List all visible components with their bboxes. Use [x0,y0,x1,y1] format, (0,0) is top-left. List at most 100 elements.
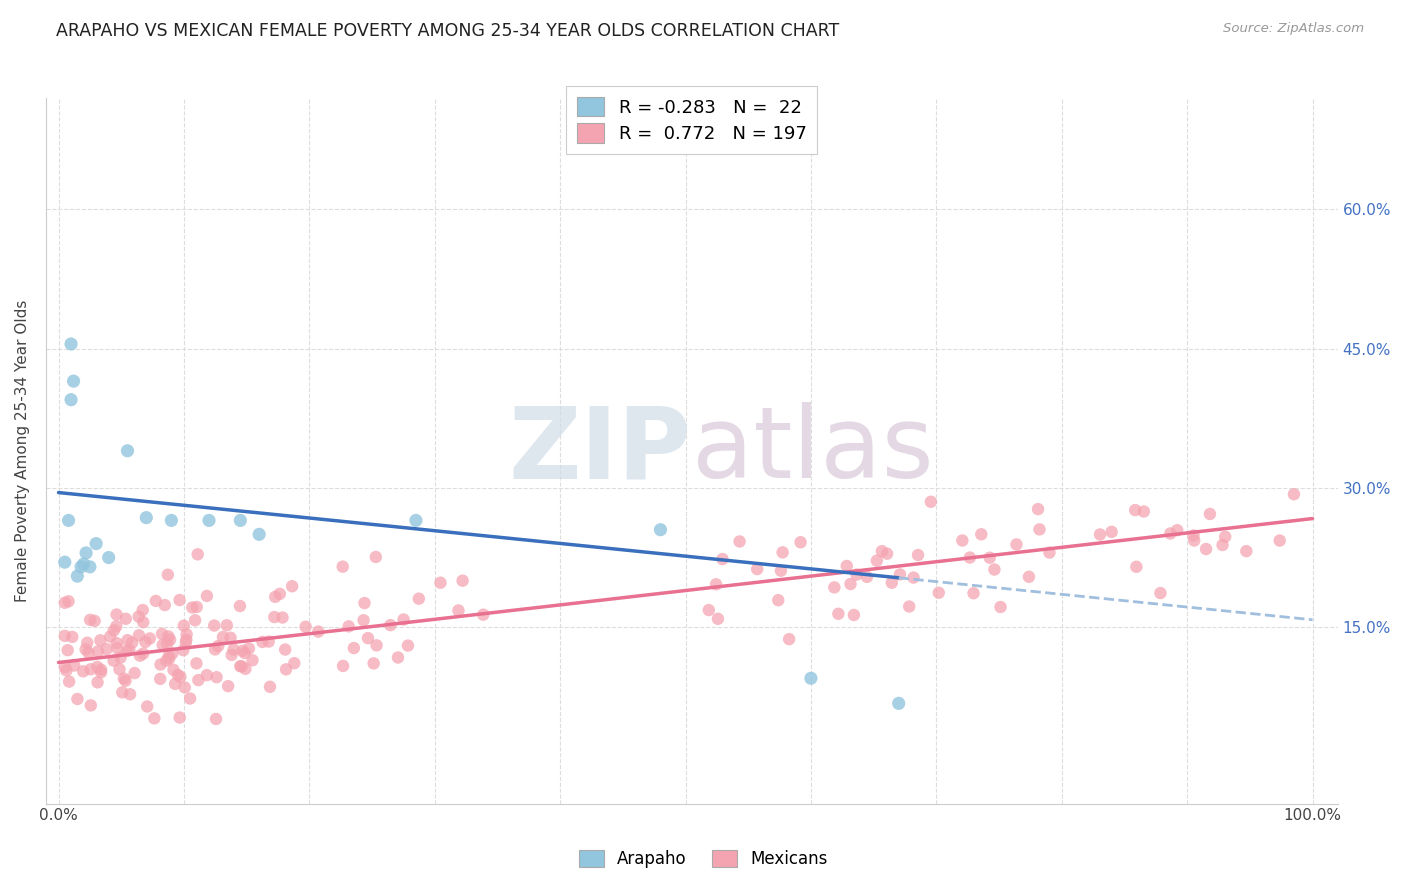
Point [366,638,388,652]
Point [111,685,134,699]
Point [53,596,76,610]
Point [1166,523,1188,537]
Point [711,552,734,566]
Point [167,668,190,682]
Point [75,642,97,657]
Point [160,513,183,527]
Point [271,610,294,624]
Point [56,643,79,657]
Point [1028,522,1050,536]
Point [332,559,354,574]
Point [143,711,166,725]
Point [103,624,125,638]
Point [80,662,103,676]
Point [62,374,84,388]
Point [169,670,191,684]
Point [392,613,415,627]
Point [70,559,93,574]
Point [870,544,893,558]
Point [117,443,139,458]
Point [79,559,101,574]
Point [800,671,823,685]
Point [169,593,191,607]
Point [108,662,131,676]
Point [229,513,252,527]
Point [769,564,792,578]
Point [60,337,83,351]
Point [1182,533,1205,548]
Point [789,535,811,549]
Point [252,635,274,649]
Point [1018,570,1040,584]
Point [264,590,287,604]
Point [53,555,76,569]
Point [128,628,150,642]
Point [155,654,177,668]
Point [153,598,176,612]
Point [887,696,910,710]
Point [157,651,180,665]
Point [447,603,470,617]
Point [983,562,1005,576]
Point [1088,527,1111,541]
Point [889,567,911,582]
Point [353,613,375,627]
Point [150,627,173,641]
Point [60,392,83,407]
Point [179,691,201,706]
Point [343,640,366,655]
Point [259,680,281,694]
Point [132,615,155,630]
Point [174,635,197,649]
Point [876,547,898,561]
Point [186,599,208,614]
Point [1212,538,1234,552]
Point [294,620,316,634]
Point [772,545,794,559]
Point [105,619,128,633]
Point [950,533,973,548]
Point [880,575,903,590]
Point [212,630,235,644]
Point [1101,524,1123,539]
Point [903,571,925,585]
Point [195,668,218,682]
Point [697,603,720,617]
Point [364,549,387,564]
Point [232,644,254,658]
Point [55,664,77,678]
Point [429,575,451,590]
Point [173,681,195,695]
Text: ARAPAHO VS MEXICAN FEMALE POVERTY AMONG 25-34 YEAR OLDS CORRELATION CHART: ARAPAHO VS MEXICAN FEMALE POVERTY AMONG … [56,22,839,40]
Point [219,631,242,645]
Text: atlas: atlas [692,402,934,500]
Point [472,607,495,622]
Point [112,672,135,686]
Point [827,607,849,621]
Point [110,650,132,665]
Point [66,569,89,583]
Point [357,631,380,645]
Point [86,660,108,674]
Point [281,579,304,593]
Point [115,644,138,658]
Point [157,630,180,644]
Point [1133,504,1156,518]
Point [408,591,430,606]
Point [1026,502,1049,516]
Point [117,633,139,648]
Text: Source: ZipAtlas.com: Source: ZipAtlas.com [1223,22,1364,36]
Point [149,672,172,686]
Point [195,589,218,603]
Point [257,634,280,648]
Point [96,642,118,657]
Point [187,547,209,561]
Point [205,670,228,684]
Point [103,654,125,668]
Point [728,534,751,549]
Point [124,666,146,681]
Point [172,643,194,657]
Point [842,607,865,622]
Point [928,586,950,600]
Point [79,613,101,627]
